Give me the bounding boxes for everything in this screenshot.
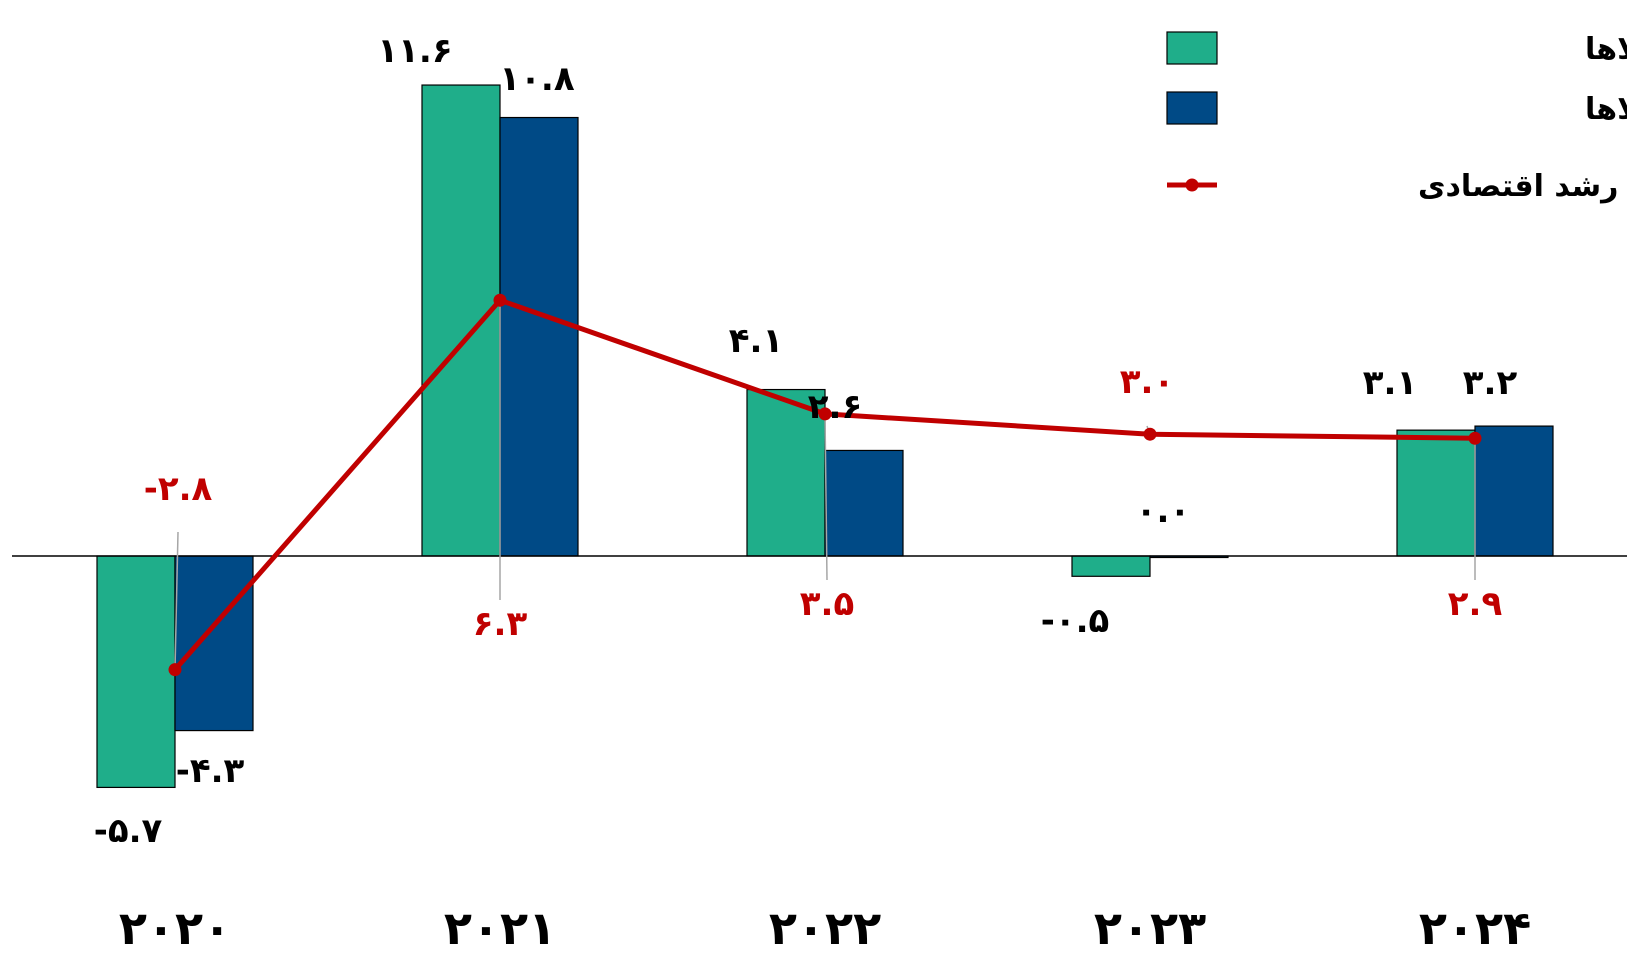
legend-swatch-1 [1166,91,1218,125]
import-value-label-2: ۴.۱ [729,321,783,361]
legend: رشد حجم واردات کالاها رشد حجم صادرات کالا… [1166,31,1627,204]
growth-leader-line-2 [824,413,828,581]
export-bar-4 [1474,425,1554,557]
export-bar-2 [824,449,904,557]
x-tick-label-2: ۲۰۲۲ [769,901,881,955]
export-value-label-3: ۰.۰ [1136,491,1190,531]
x-tick-labels: ۲۰۲۰ ۲۰۲۱ ۲۰۲۲ ۲۰۲۳ ۲۰۲۴ [119,901,1531,955]
data-labels-layer: -۵.۷ ۱۱.۶ ۴.۱ -۰.۵ ۳.۱ -۴.۳ ۱۰.۸ ۲.۶ ۰.۰ ۳.۲ -۲.۸ ۶… [94,31,1518,851]
import-value-label-3: -۰.۵ [1041,601,1110,641]
import-bar-4 [1396,429,1476,557]
import-bar-3 [1071,555,1151,577]
leader-lines-layer [174,300,1476,670]
growth-point-4 [1468,431,1482,445]
export-bar-0 [174,555,254,732]
growth-value-label-1: ۶.۳ [473,604,528,644]
import-value-label-4: ۳.۱ [1363,363,1417,403]
legend-line-marker-2 [1185,178,1199,192]
export-value-label-1: ۱۰.۸ [499,59,574,99]
growth-leader-line-0 [174,531,179,670]
x-tick-label-3: ۲۰۲۳ [1094,901,1206,955]
growth-value-label-4: ۲.۹ [1448,584,1503,624]
x-tick-label-0: ۲۰۲۰ [119,901,231,955]
import-value-label-1: ۱۱.۶ [377,31,452,71]
growth-point-0 [168,663,182,677]
legend-label-2: رشد اقتصادی [1418,169,1618,204]
growth-point-2 [818,407,832,421]
bars-layer [96,84,1554,789]
export-value-label-2: ۲.۶ [808,387,862,427]
legend-label-1: رشد حجم صادرات کالاها [1585,92,1627,127]
growth-value-label-3: ۳.۰ [1120,362,1174,402]
import-bar-2 [746,388,826,557]
legend-label-0: رشد حجم واردات کالاها [1585,32,1627,67]
growth-point-1 [493,293,507,307]
legend-swatch-0 [1166,31,1218,65]
x-tick-label-1: ۲۰۲۱ [444,901,556,955]
growth-value-label-0: -۲.۸ [144,469,213,509]
export-bar-1 [499,116,579,557]
x-tick-label-4: ۲۰۲۴ [1419,901,1531,955]
export-value-label-0: -۴.۳ [176,751,245,791]
growth-value-label-2: ۳.۵ [800,584,854,624]
growth-point-3 [1143,427,1157,441]
import-value-label-0: -۵.۷ [94,811,163,851]
import-bar-1 [421,84,501,557]
line-series-layer [168,293,1482,677]
export-value-label-4: ۳.۲ [1463,363,1518,403]
import-bar-0 [96,555,176,789]
